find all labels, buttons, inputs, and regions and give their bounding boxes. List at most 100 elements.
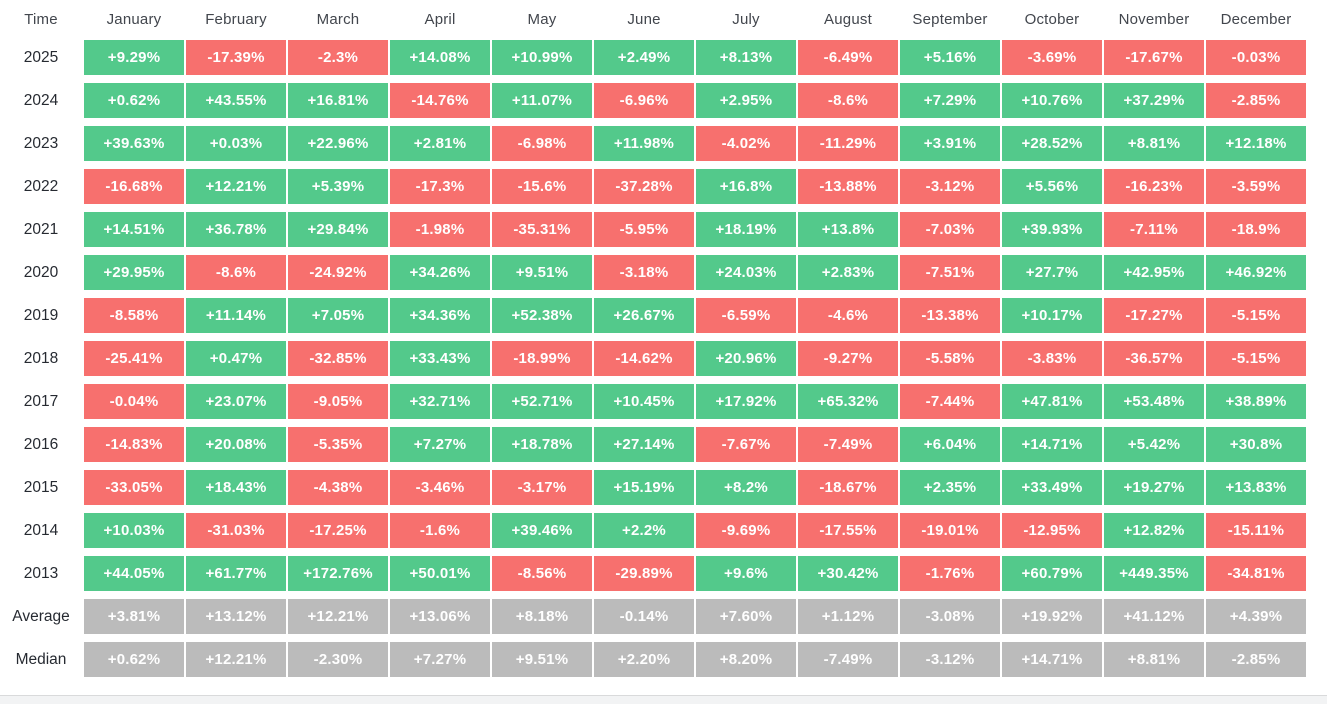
return-cell: -15.6% <box>492 169 592 204</box>
return-cell: +39.46% <box>492 513 592 548</box>
return-cell: -4.6% <box>798 298 898 333</box>
return-cell: +52.71% <box>492 384 592 419</box>
return-cell: -3.83% <box>1002 341 1102 376</box>
return-cell: -5.95% <box>594 212 694 247</box>
return-cell: +33.49% <box>1002 470 1102 505</box>
return-cell: -15.11% <box>1206 513 1306 548</box>
return-cell: +12.21% <box>186 169 286 204</box>
return-cell: -13.38% <box>900 298 1000 333</box>
return-cell: -7.44% <box>900 384 1000 419</box>
return-cell: +24.03% <box>696 255 796 290</box>
return-cell: -2.3% <box>288 40 388 75</box>
return-cell: +60.79% <box>1002 556 1102 591</box>
return-cell: +44.05% <box>84 556 184 591</box>
return-cell: +16.81% <box>288 83 388 118</box>
return-cell: -14.76% <box>390 83 490 118</box>
return-cell: +8.81% <box>1104 126 1204 161</box>
return-cell: -3.59% <box>1206 169 1306 204</box>
return-cell: -1.76% <box>900 556 1000 591</box>
column-header-april: April <box>424 10 456 28</box>
return-cell: +5.56% <box>1002 169 1102 204</box>
return-cell: +26.67% <box>594 298 694 333</box>
row-label-2013: 2013 <box>23 564 59 582</box>
return-cell: +449.35% <box>1104 556 1204 591</box>
return-cell: -3.18% <box>594 255 694 290</box>
return-cell: -35.31% <box>492 212 592 247</box>
return-cell: +5.42% <box>1104 427 1204 462</box>
return-cell: +17.92% <box>696 384 796 419</box>
column-header-august: August <box>824 10 872 28</box>
return-cell: +172.76% <box>288 556 388 591</box>
footer-divider <box>0 695 1327 704</box>
column-header-june: June <box>627 10 661 28</box>
return-cell: -5.15% <box>1206 298 1306 333</box>
return-cell: +11.07% <box>492 83 592 118</box>
return-cell: -4.02% <box>696 126 796 161</box>
return-cell: +12.21% <box>288 599 388 634</box>
return-cell: +0.47% <box>186 341 286 376</box>
return-cell: +23.07% <box>186 384 286 419</box>
return-cell: +7.27% <box>390 642 490 677</box>
row-label-2017: 2017 <box>23 392 59 410</box>
return-cell: +30.42% <box>798 556 898 591</box>
return-cell: +29.95% <box>84 255 184 290</box>
return-cell: +16.8% <box>696 169 796 204</box>
return-cell: -18.67% <box>798 470 898 505</box>
return-cell: -24.92% <box>288 255 388 290</box>
return-cell: -5.58% <box>900 341 1000 376</box>
return-cell: -7.03% <box>900 212 1000 247</box>
return-cell: +11.14% <box>186 298 286 333</box>
return-cell: +8.18% <box>492 599 592 634</box>
return-cell: +32.71% <box>390 384 490 419</box>
return-cell: +30.8% <box>1206 427 1306 462</box>
row-label-2024: 2024 <box>23 91 59 109</box>
return-cell: -34.81% <box>1206 556 1306 591</box>
return-cell: -7.49% <box>798 427 898 462</box>
return-cell: +2.35% <box>900 470 1000 505</box>
return-cell: +52.38% <box>492 298 592 333</box>
return-cell: -32.85% <box>288 341 388 376</box>
return-cell: +27.7% <box>1002 255 1102 290</box>
return-cell: +0.62% <box>84 642 184 677</box>
column-header-november: November <box>1118 10 1190 28</box>
return-cell: -18.9% <box>1206 212 1306 247</box>
return-cell: -3.46% <box>390 470 490 505</box>
return-cell: +12.82% <box>1104 513 1204 548</box>
return-cell: +34.26% <box>390 255 490 290</box>
column-header-july: July <box>732 10 760 28</box>
return-cell: -14.62% <box>594 341 694 376</box>
return-cell: +42.95% <box>1104 255 1204 290</box>
return-cell: +27.14% <box>594 427 694 462</box>
return-cell: -7.51% <box>900 255 1000 290</box>
return-cell: -36.57% <box>1104 341 1204 376</box>
return-cell: +43.55% <box>186 83 286 118</box>
return-cell: -7.49% <box>798 642 898 677</box>
return-cell: +7.29% <box>900 83 1000 118</box>
return-cell: +13.8% <box>798 212 898 247</box>
return-cell: +39.63% <box>84 126 184 161</box>
column-header-january: January <box>106 10 162 28</box>
return-cell: +8.2% <box>696 470 796 505</box>
return-cell: +7.27% <box>390 427 490 462</box>
return-cell: +61.77% <box>186 556 286 591</box>
return-cell: +38.89% <box>1206 384 1306 419</box>
return-cell: -29.89% <box>594 556 694 591</box>
table-header-row: Time January February March April May June July… <box>0 0 1327 38</box>
return-cell: +9.29% <box>84 40 184 75</box>
return-cell: +7.05% <box>288 298 388 333</box>
return-cell: -9.69% <box>696 513 796 548</box>
return-cell: +29.84% <box>288 212 388 247</box>
return-cell: +8.81% <box>1104 642 1204 677</box>
row-label-2022: 2022 <box>23 177 59 195</box>
return-cell: +65.32% <box>798 384 898 419</box>
return-cell: +14.71% <box>1002 642 1102 677</box>
return-cell: -3.08% <box>900 599 1000 634</box>
return-cell: +11.98% <box>594 126 694 161</box>
return-cell: -25.41% <box>84 341 184 376</box>
return-cell: +37.29% <box>1104 83 1204 118</box>
return-cell: +5.16% <box>900 40 1000 75</box>
return-cell: +28.52% <box>1002 126 1102 161</box>
return-cell: -2.30% <box>288 642 388 677</box>
row-label-2023: 2023 <box>23 134 59 152</box>
return-cell: +18.19% <box>696 212 796 247</box>
